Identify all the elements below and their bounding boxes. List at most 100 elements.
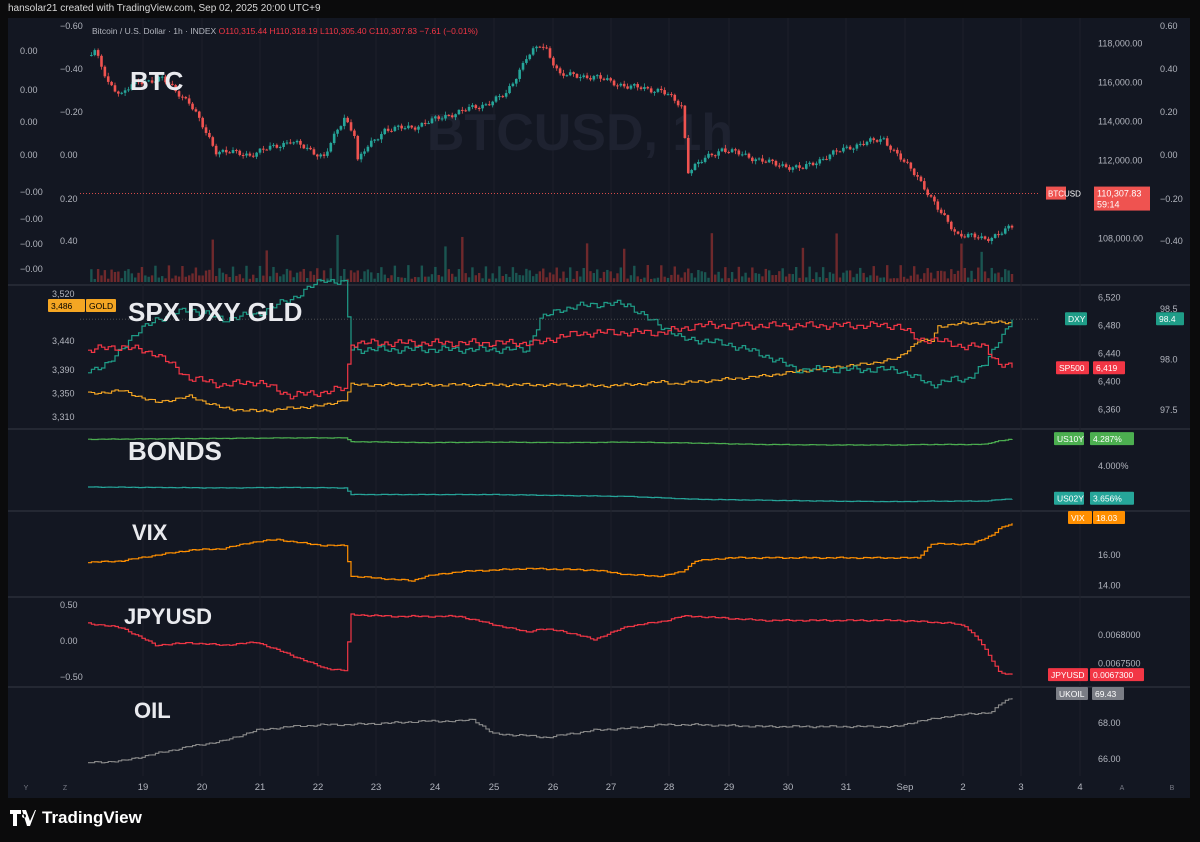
- btc-candle-body: [923, 181, 926, 190]
- btc-volume-bar: [444, 246, 447, 282]
- vix-pane-title: VIX: [132, 520, 168, 545]
- btc-candle-body: [825, 158, 828, 160]
- ohlc-open: O110,315.44: [218, 26, 268, 36]
- btc-volume-bar: [508, 276, 511, 282]
- btc-volume-bar: [376, 272, 380, 282]
- btc-volume-bar: [906, 278, 909, 282]
- btc-volume-bar: [322, 270, 326, 282]
- btc-volume-bar: [660, 265, 663, 282]
- btc-left-inner-label: −0.40: [60, 64, 83, 74]
- symbol-name: Bitcoin / U.S. Dollar · 1h · INDEX: [92, 26, 217, 36]
- btc-volume-bar: [899, 265, 902, 282]
- btc-candle-body: [407, 125, 410, 129]
- btc-candle-body: [693, 163, 697, 171]
- btc-candle-body: [518, 69, 521, 79]
- btc-volume-bar: [198, 275, 201, 282]
- btc-volume-bar: [818, 277, 821, 282]
- btc-candle-body: [828, 154, 832, 160]
- btc-volume-bar: [919, 278, 923, 282]
- x-axis-tick-label: 23: [371, 782, 382, 793]
- btc-candle-body: [912, 168, 916, 176]
- btc-volume-bar: [572, 278, 575, 282]
- btc-volume-bar: [238, 274, 241, 282]
- btc-candle-body: [181, 96, 184, 98]
- btc-volume-bar: [191, 273, 194, 282]
- sp500-line: [88, 320, 1013, 400]
- btc-volume-bar: [194, 267, 198, 282]
- btc-volume-bar: [585, 243, 589, 282]
- btc-volume-bar: [869, 275, 872, 282]
- btc-candle-body: [973, 233, 977, 238]
- btc-volume-bar: [646, 265, 649, 282]
- btc-candle-body: [855, 144, 859, 149]
- btc-candle-body: [575, 73, 579, 78]
- btc-candle-body: [363, 151, 366, 154]
- btc-volume-bar: [484, 266, 488, 282]
- btc-candle-body: [464, 110, 467, 112]
- btc-volume-bar: [356, 270, 359, 282]
- btc-volume-bar: [545, 277, 548, 282]
- btc-candle-body: [396, 125, 400, 127]
- btc-candle-body: [255, 152, 258, 157]
- btc-candle-body: [251, 155, 255, 157]
- btc-candle-body: [1007, 225, 1010, 229]
- btc-volume-bar: [130, 273, 134, 282]
- btc-candle-body: [359, 153, 363, 160]
- btc-volume-bar: [228, 276, 231, 282]
- x-axis-tick-label: 26: [548, 782, 559, 793]
- gold-symbol-tag-bg: [86, 299, 116, 312]
- jpy-right-axis-label: 0.0068000: [1098, 630, 1141, 640]
- tradingview-logo[interactable]: TradingView: [10, 808, 142, 828]
- btc-volume-bar: [737, 266, 741, 282]
- btc-volume-bar: [386, 278, 390, 282]
- btc-volume-bar: [862, 272, 865, 282]
- spx-right-axis-label: 6,480: [1098, 321, 1121, 331]
- x-axis-tick-label: 24: [430, 782, 441, 793]
- btc-volume-bar: [110, 269, 113, 282]
- btc-candle-body: [1010, 225, 1014, 228]
- btc-candle-body: [322, 154, 326, 156]
- btc-candle-body: [656, 88, 660, 92]
- btc-volume-bar: [504, 274, 508, 282]
- btc-volume-bar: [268, 276, 272, 282]
- btc-candle-body: [589, 78, 592, 80]
- btc-candle-body: [336, 129, 339, 134]
- btc-candle-body: [966, 233, 970, 238]
- btc-volume-bar: [643, 277, 646, 282]
- btc-volume-bar: [258, 265, 262, 282]
- btc-volume-bar: [710, 233, 714, 282]
- btc-candle-body: [960, 233, 963, 237]
- btc-candle-body: [572, 72, 575, 74]
- btc-volume-bar: [909, 275, 913, 282]
- btc-volume-bar: [987, 278, 990, 282]
- btc-candle-body: [781, 164, 784, 166]
- btc-candle-body: [272, 144, 275, 146]
- btc-candle-body: [686, 137, 690, 174]
- btc-candle-body: [845, 146, 849, 148]
- btc-volume-bar: [602, 271, 606, 282]
- btc-candle-body: [491, 101, 494, 106]
- btc-volume-bar: [211, 239, 214, 282]
- btc-candle-body: [329, 143, 333, 152]
- btc-volume-bar: [653, 278, 656, 282]
- vix-right-axis-label: 14.00: [1098, 580, 1121, 590]
- btc-candle-body: [909, 162, 913, 169]
- jpy-left-axis-label: 0.00: [60, 636, 78, 646]
- btc-candle-body: [319, 154, 322, 157]
- btc-volume-bar: [329, 268, 333, 282]
- btc-candle-body: [390, 130, 393, 132]
- btc-symbol-tag-bg: [1046, 186, 1066, 200]
- btc-candle-body: [498, 96, 501, 98]
- btc-candle-body: [761, 158, 764, 162]
- btc-pane-title: BTC: [130, 66, 184, 96]
- dxy-right-axis-label: 97.5: [1160, 405, 1178, 415]
- btc-volume-bar: [649, 278, 653, 282]
- btc-volume-bar: [302, 268, 306, 282]
- btc-candle-body: [599, 75, 602, 79]
- btc-volume-bar: [730, 272, 734, 282]
- btc-candle-body: [531, 48, 535, 55]
- btc-volume-bar: [167, 265, 171, 282]
- btc-volume-bar: [390, 275, 393, 282]
- btc-candle-body: [154, 81, 157, 83]
